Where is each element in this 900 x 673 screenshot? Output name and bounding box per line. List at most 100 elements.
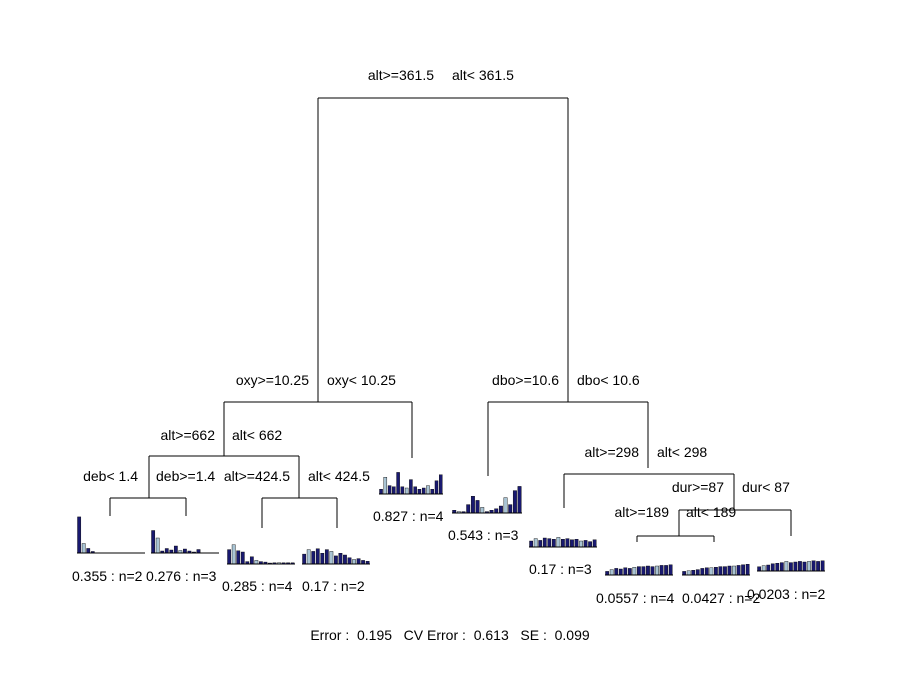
leaf-bar <box>320 553 325 565</box>
leaf-bar <box>709 567 714 576</box>
leaf-bar <box>196 549 201 554</box>
leaf-node-leaf1: 0.355 : n=2 <box>72 516 145 584</box>
leaf-bar <box>421 487 426 495</box>
split-label-right: deb>=1.4 <box>156 468 215 484</box>
split-label-right: oxy< 10.25 <box>327 372 396 388</box>
leaf-bar <box>470 496 475 514</box>
leaf-bar <box>494 508 499 514</box>
leaf-bar <box>439 474 443 495</box>
leaf-bar <box>227 549 232 565</box>
leaf-bar <box>632 567 637 576</box>
leaf-node-leaf10: 0.0203 : n=2 <box>747 560 825 602</box>
leaf-bar <box>254 560 259 565</box>
split-label-left: dur>=87 <box>672 479 724 495</box>
split-node-n2 <box>223 401 413 458</box>
leaf-bar <box>695 569 700 576</box>
leaf-bar <box>723 566 727 576</box>
leaf-bar <box>324 549 329 565</box>
leaf-bar <box>334 555 338 565</box>
leaf-bar <box>614 568 619 576</box>
leaf-bar <box>329 551 334 565</box>
leaf-bar <box>650 566 655 576</box>
split-node-n7 <box>563 473 735 510</box>
leaf-bar <box>789 562 793 572</box>
leaf-label: 0.276 : n=3 <box>146 568 217 584</box>
leaf-node-leaf6: 0.543 : n=3 <box>448 486 522 543</box>
leaf-bar <box>605 571 610 576</box>
leaf-bar <box>820 560 825 572</box>
leaf-bar <box>81 543 86 554</box>
leaf-bar <box>637 566 641 576</box>
leaf-bar <box>668 564 673 576</box>
split-label-left: deb< 1.4 <box>83 468 138 484</box>
leaf-bar <box>151 530 156 554</box>
tree-edges <box>109 97 792 542</box>
leaf-bar <box>623 567 628 576</box>
leaf-bar <box>793 561 798 572</box>
leaf-label: 0.0557 : n=4 <box>596 590 674 606</box>
leaf-bar <box>400 486 405 495</box>
leaf-node-leaf9: 0.0427 : n=2 <box>682 564 760 606</box>
leaf-bar <box>816 561 820 572</box>
split-label-left: alt>=424.5 <box>224 468 290 484</box>
leaf-bar <box>811 560 816 572</box>
leaf-bar <box>609 569 614 576</box>
split-label-left: alt>=662 <box>161 427 216 443</box>
leaf-bar <box>498 505 503 514</box>
split-label-right: alt< 424.5 <box>308 468 370 484</box>
split-label-left: oxy>=10.25 <box>236 372 309 388</box>
leaf-bar <box>396 472 400 495</box>
leaf-nodes: 0.355 : n=2 0.276 : n=3 0.285 : n=4 0.17 : … <box>72 472 825 606</box>
split-node-n15 <box>678 509 792 536</box>
leaf-bar <box>732 565 736 576</box>
leaf-bar <box>570 539 574 548</box>
leaf-bar <box>315 548 320 565</box>
leaf-node-leaf5: 0.827 : n=4 <box>373 472 444 524</box>
leaf-node-leaf3: 0.285 : n=4 <box>222 544 295 594</box>
leaf-bar <box>761 565 766 572</box>
leaf-bar <box>579 540 583 548</box>
leaf-bar <box>434 480 439 495</box>
leaf-bar <box>574 539 579 548</box>
leaf-label: 0.0203 : n=2 <box>747 586 825 602</box>
leaf-bar <box>508 504 513 514</box>
split-label-right: alt< 662 <box>232 427 282 443</box>
leaf-bar <box>302 553 307 565</box>
leaf-bar <box>741 564 745 576</box>
leaf-bar <box>86 548 91 554</box>
leaf-bar <box>551 539 556 548</box>
leaf-label: 0.0427 : n=2 <box>682 590 760 606</box>
leaf-bar <box>802 561 807 572</box>
leaf-bar <box>727 565 732 576</box>
leaf-bar <box>164 548 169 554</box>
split-node-n8 <box>109 497 187 516</box>
leaf-bar <box>392 486 396 495</box>
leaf-bar <box>561 539 565 548</box>
split-label-right: dur< 87 <box>742 479 790 495</box>
leaf-node-leaf7: 0.17 : n=3 <box>529 537 597 577</box>
leaf-bar <box>686 570 691 576</box>
leaf-bar <box>664 565 668 576</box>
leaf-bar <box>646 565 650 576</box>
leaf-bar <box>356 558 361 565</box>
leaf-bar <box>618 568 623 576</box>
split-node-n30 <box>636 535 715 542</box>
leaf-bar <box>338 553 343 565</box>
leaf-bar <box>691 570 696 576</box>
leaf-bar <box>807 561 811 572</box>
leaf-node-leaf8: 0.0557 : n=4 <box>596 564 674 606</box>
leaf-bar <box>480 507 485 514</box>
leaf-bar <box>352 559 356 565</box>
leaf-node-leaf2: 0.276 : n=3 <box>146 530 219 584</box>
leaf-bar <box>183 548 187 554</box>
split-label-left: alt>=189 <box>615 504 670 520</box>
leaf-bar <box>466 504 471 514</box>
leaf-bar <box>347 557 352 565</box>
leaf-bar <box>592 539 597 548</box>
leaf-label: 0.17 : n=2 <box>302 578 365 594</box>
leaf-bar <box>745 564 750 576</box>
split-label-left: alt>=298 <box>585 444 640 460</box>
leaf-bar <box>659 565 664 576</box>
leaf-bar <box>173 545 178 554</box>
leaf-bar <box>779 562 784 572</box>
